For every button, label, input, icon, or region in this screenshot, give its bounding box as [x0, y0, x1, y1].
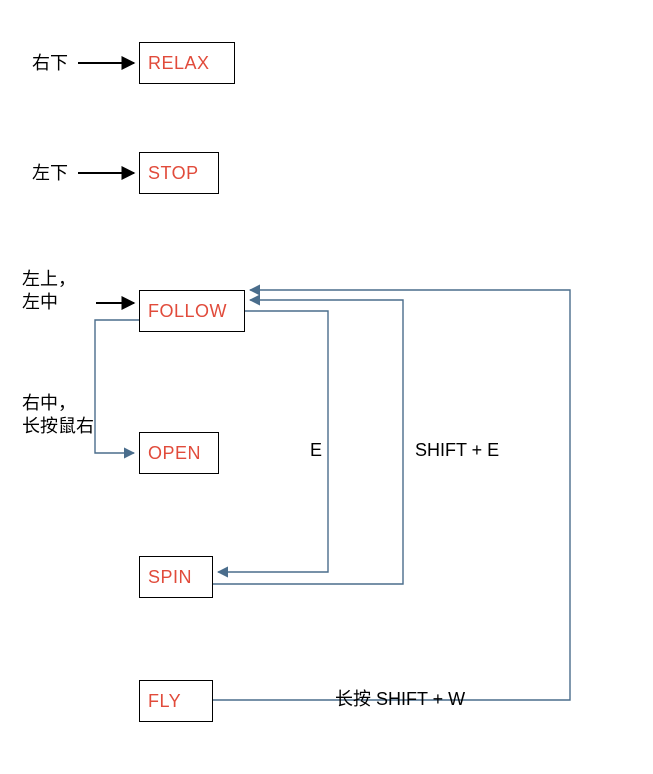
node-label: FLY — [148, 691, 181, 712]
input-label-stop: 左下 — [32, 162, 68, 185]
node-label: OPEN — [148, 443, 201, 464]
node-follow: FOLLOW — [139, 290, 245, 332]
node-spin: SPIN — [139, 556, 213, 598]
node-fly: FLY — [139, 680, 213, 722]
node-label: STOP — [148, 163, 199, 184]
input-label-relax: 右下 — [32, 52, 68, 75]
node-label: FOLLOW — [148, 301, 227, 322]
node-label: RELAX — [148, 53, 210, 74]
diagram-canvas: RELAX STOP FOLLOW OPEN SPIN FLY 右下 左下 左上… — [0, 0, 653, 774]
input-label-follow: 左上， 左中 — [22, 268, 76, 315]
node-stop: STOP — [139, 152, 219, 194]
edge-label-shift-w: 长按 SHIFT + W — [335, 685, 465, 711]
node-relax: RELAX — [139, 42, 235, 84]
input-label-open: 右中， 长按鼠右 — [22, 392, 94, 439]
node-label: SPIN — [148, 567, 192, 588]
node-open: OPEN — [139, 432, 219, 474]
edges-layer — [0, 0, 653, 774]
edge-label-e: E — [310, 440, 322, 461]
edge-label-shift-e: SHIFT + E — [415, 440, 499, 461]
